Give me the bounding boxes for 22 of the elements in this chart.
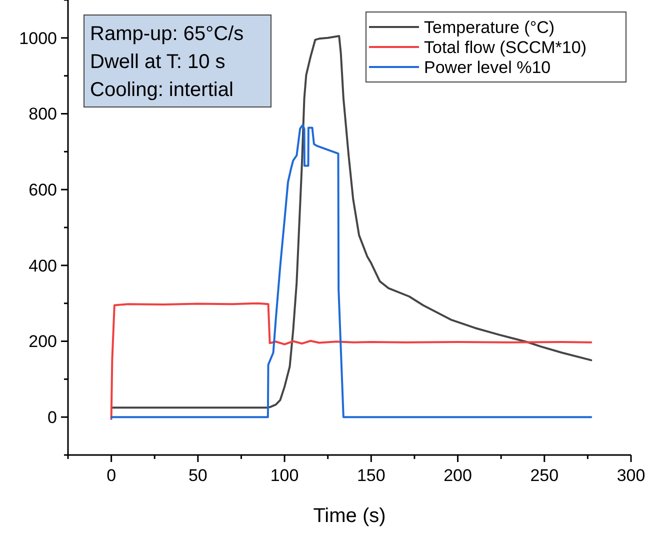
y-tick-label: 400 [28, 256, 57, 276]
line-series [110, 124, 592, 418]
annotation: Cooling: intertial [90, 79, 234, 101]
x-tick-label: 0 [106, 466, 116, 485]
x-tick-label: 100 [270, 466, 299, 485]
annotation: Ramp-up: 65°C/s [90, 23, 244, 45]
y-tick-label: 600 [28, 180, 57, 200]
annotation: Dwell at T: 10 s [90, 51, 226, 73]
x-tick-label: 50 [188, 466, 208, 485]
y-tick-label: 200 [28, 332, 57, 352]
x-tick-label: 200 [444, 466, 472, 485]
line-series [110, 302, 592, 420]
legend-label: Power level %10 [424, 58, 551, 77]
y-tick-label: 1000 [19, 28, 57, 48]
x-tick-label: 300 [616, 466, 646, 485]
x-tick-label: 150 [356, 466, 386, 485]
x-axis-title: Time (s) [313, 505, 386, 527]
x-tick-label: 250 [530, 466, 559, 485]
y-tick-label: 800 [28, 104, 57, 124]
legend-label: Temperature (°C) [424, 18, 555, 37]
y-tick-label: 0 [48, 408, 57, 428]
legend-label: Total flow (SCCM*10) [424, 38, 586, 57]
